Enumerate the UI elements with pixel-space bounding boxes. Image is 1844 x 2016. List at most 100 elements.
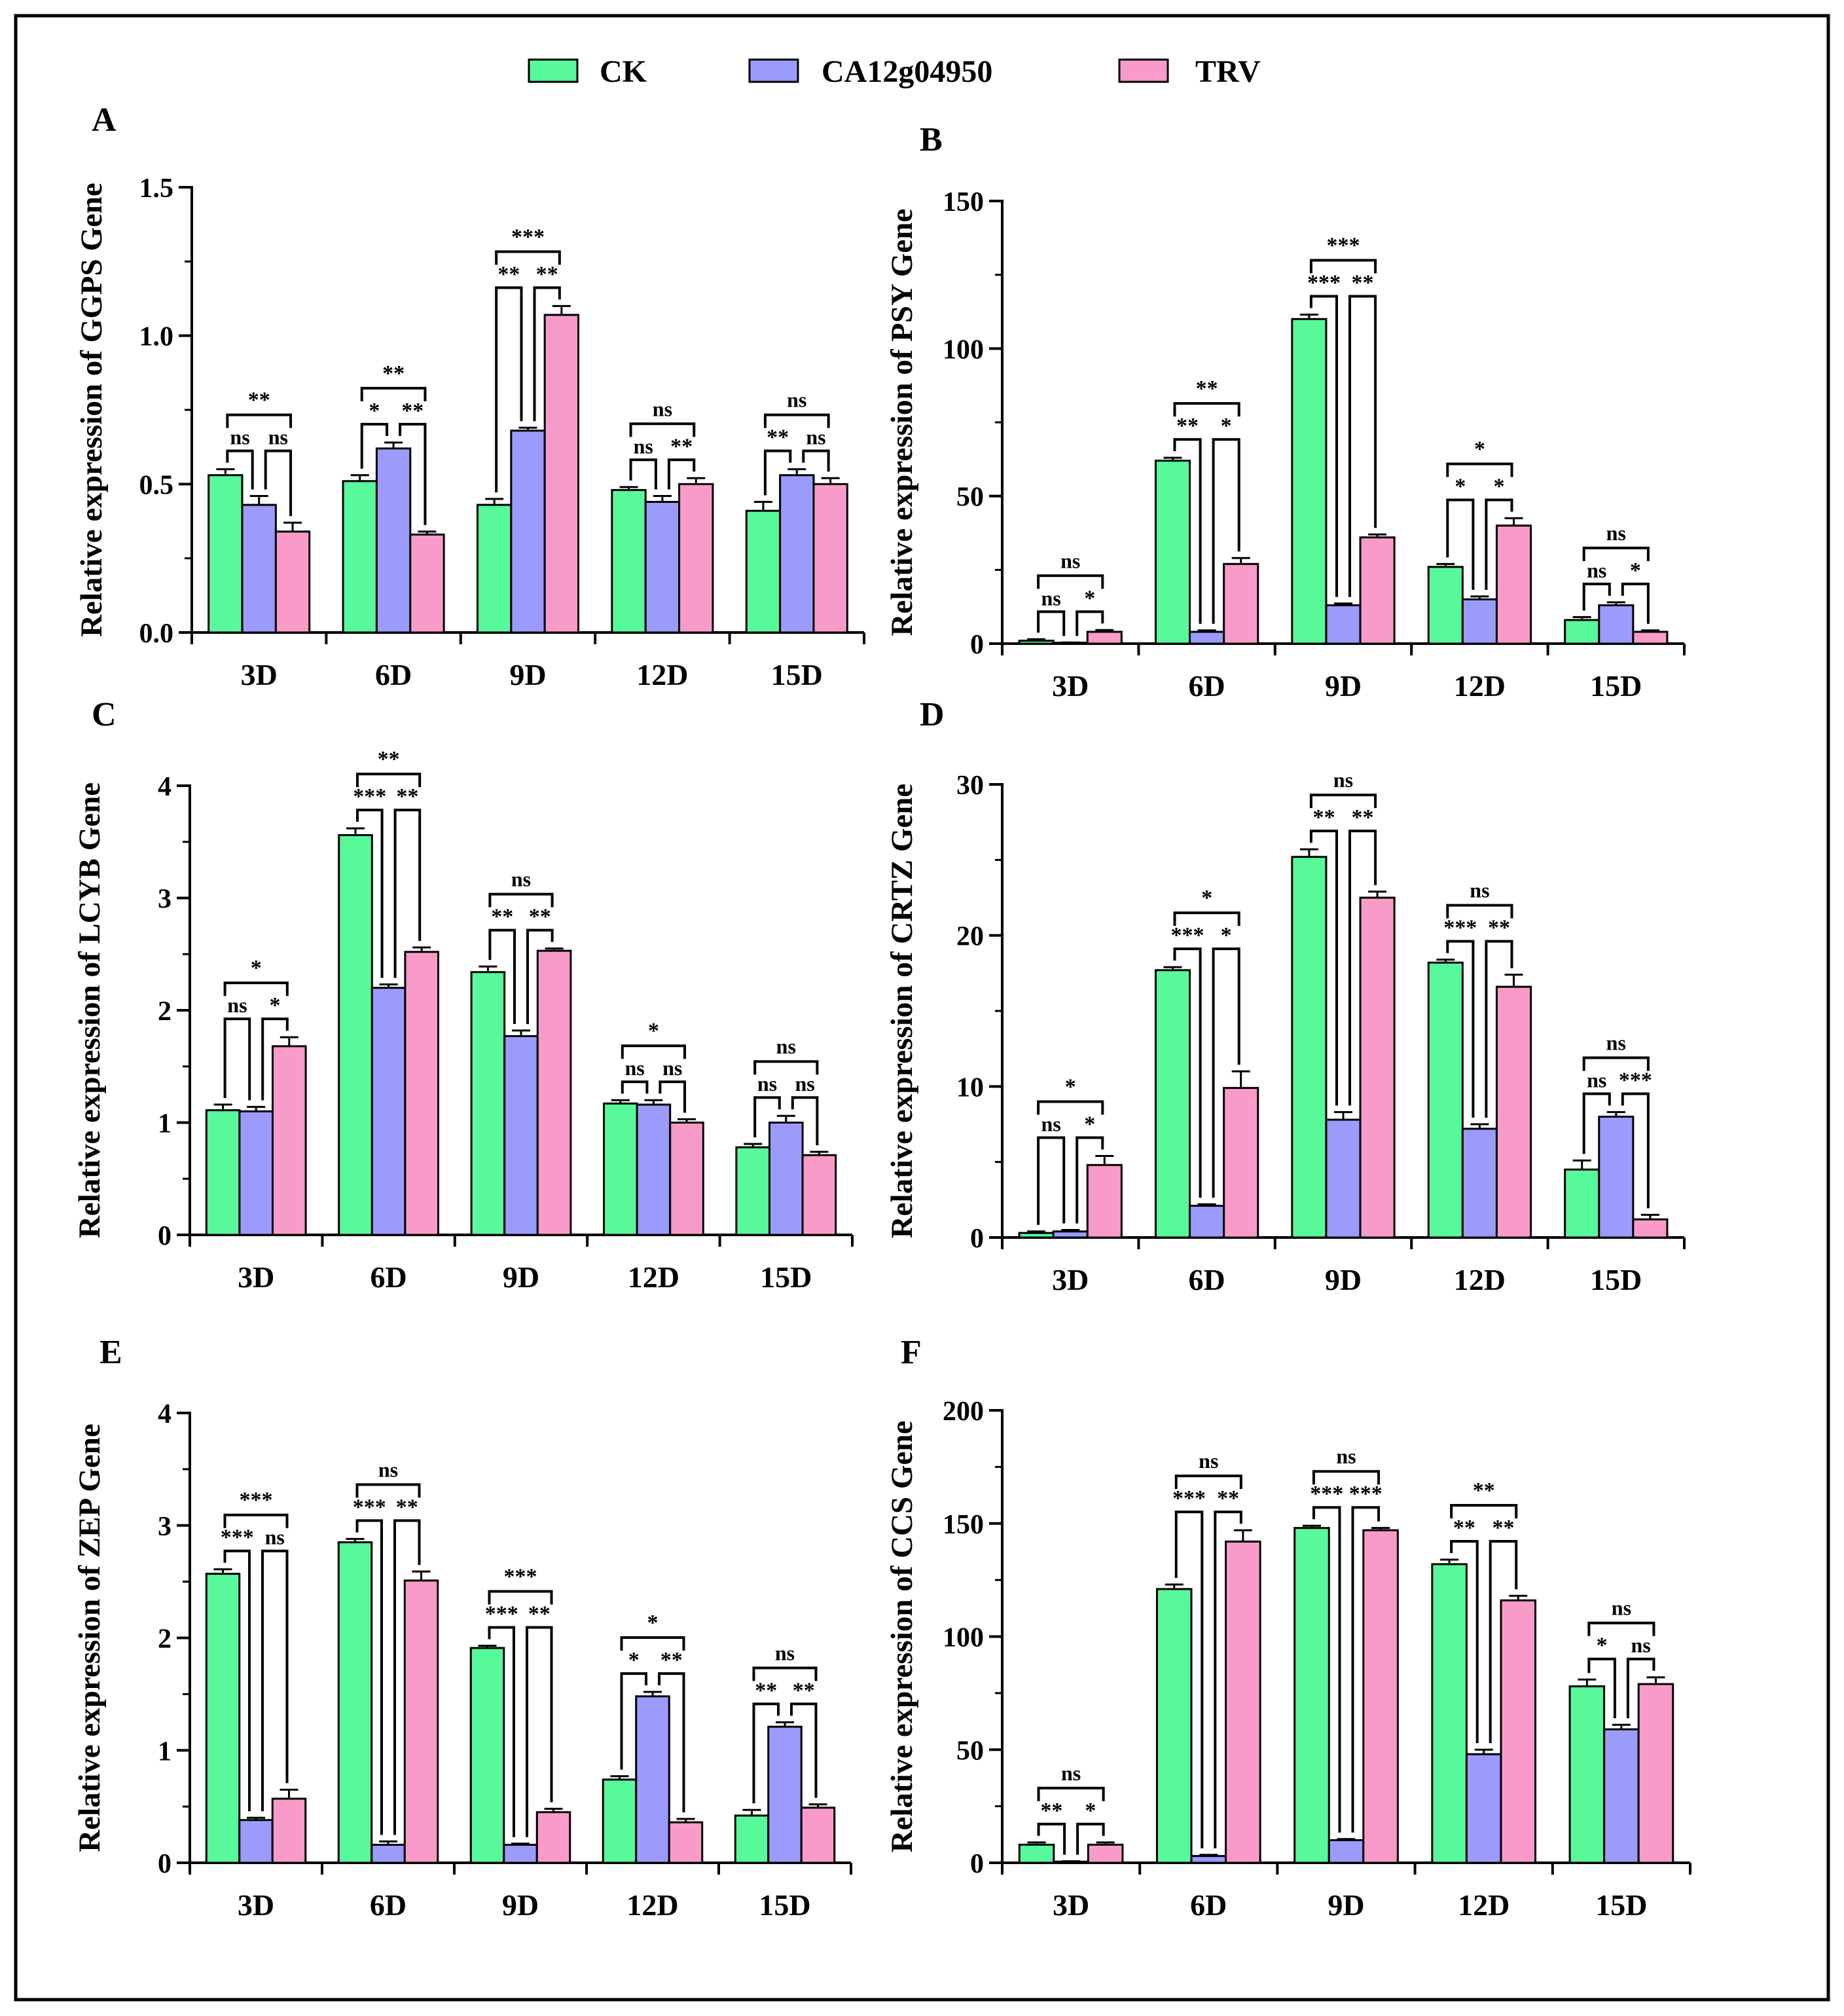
bar-ck bbox=[603, 1102, 638, 1236]
significance-bracket bbox=[1582, 546, 1650, 561]
x-tick-label: 9D bbox=[502, 1888, 539, 1922]
significance-bracket bbox=[1587, 1621, 1655, 1636]
x-tick-label: 12D bbox=[1454, 1263, 1506, 1296]
significance-bracket bbox=[1037, 610, 1066, 636]
bar-trv bbox=[409, 533, 445, 634]
y-tick-label: 4 bbox=[158, 1399, 172, 1429]
bar-ca12g04950 bbox=[1598, 604, 1635, 645]
y-tick-label: 0 bbox=[970, 1224, 984, 1254]
significance-label: ** bbox=[248, 388, 270, 412]
significance-label: ** bbox=[1488, 916, 1510, 940]
significance-bracket bbox=[791, 1096, 819, 1146]
significance-bracket bbox=[399, 422, 427, 525]
significance-bracket bbox=[629, 458, 657, 490]
bar-ca12g04950 bbox=[1598, 1115, 1635, 1239]
bar-ck bbox=[1155, 1588, 1193, 1864]
y-tick-label: 2 bbox=[158, 997, 172, 1027]
bar-ck bbox=[208, 474, 244, 634]
significance-bracket bbox=[802, 449, 830, 472]
significance-bracket bbox=[658, 1672, 685, 1813]
significance-label: ns bbox=[1587, 559, 1606, 582]
bar-ca12g04950 bbox=[238, 1819, 274, 1864]
bar-trv bbox=[1223, 1087, 1259, 1239]
y-tick-label: 0.5 bbox=[139, 470, 174, 500]
significance-label: ns bbox=[757, 1072, 777, 1095]
x-tick-label: 6D bbox=[1188, 1263, 1225, 1296]
significance-bracket bbox=[763, 413, 830, 428]
significance-bracket bbox=[629, 422, 696, 437]
bar-ck bbox=[476, 504, 513, 634]
y-tick-label: 0 bbox=[970, 1849, 984, 1879]
significance-label: ** bbox=[1492, 1516, 1514, 1540]
bar-ca12g04950 bbox=[510, 430, 546, 634]
significance-label: * bbox=[1085, 1799, 1096, 1823]
y-tick-label: 150 bbox=[943, 187, 984, 217]
significance-bracket bbox=[223, 1017, 251, 1101]
significance-bracket bbox=[526, 928, 554, 1024]
significance-label: ns bbox=[230, 426, 249, 449]
significance-bracket bbox=[360, 422, 389, 469]
significance-label: * bbox=[1084, 586, 1095, 610]
x-tick-label: 12D bbox=[636, 658, 688, 691]
significance-label: ns bbox=[265, 1526, 285, 1549]
significance-bracket bbox=[659, 1080, 686, 1113]
significance-bracket bbox=[1626, 1657, 1655, 1719]
significance-bracket bbox=[1312, 1506, 1341, 1833]
bar-trv bbox=[669, 1122, 704, 1236]
bar-ck bbox=[602, 1778, 638, 1864]
bar-ca12g04950 bbox=[371, 987, 407, 1236]
x-tick-label: 6D bbox=[1190, 1888, 1227, 1922]
bar-trv bbox=[1362, 1529, 1399, 1864]
bar-ca12g04950 bbox=[375, 447, 412, 634]
legend-item-ck: CK bbox=[528, 54, 647, 89]
bar-ck bbox=[745, 509, 782, 634]
legend-label-ck: CK bbox=[600, 54, 647, 89]
significance-label: *** bbox=[1327, 234, 1360, 258]
significance-label: ns bbox=[1061, 1761, 1081, 1785]
y-axis-label: Relative expression of PSY Gene bbox=[885, 209, 919, 636]
significance-bracket bbox=[533, 286, 561, 422]
significance-bracket bbox=[1587, 1657, 1616, 1719]
significance-label: * bbox=[1084, 1112, 1095, 1136]
y-axis-label: Relative expression of GGPS Gene bbox=[75, 183, 109, 637]
significance-label: * bbox=[1221, 414, 1232, 438]
panel-letter: C bbox=[92, 696, 117, 733]
significance-label: ns bbox=[653, 397, 672, 420]
significance-bracket bbox=[752, 1666, 818, 1681]
significance-label: ns bbox=[1587, 1069, 1606, 1092]
significance-label: ** bbox=[1040, 1799, 1062, 1823]
significance-label: ns bbox=[1060, 549, 1080, 572]
significance-label: * bbox=[1493, 474, 1504, 498]
x-tick-label: 15D bbox=[760, 1260, 812, 1294]
legend-swatch-ck bbox=[528, 58, 579, 83]
x-tick-label: 15D bbox=[1595, 1888, 1647, 1922]
significance-label: * bbox=[1474, 437, 1485, 461]
bar-trv bbox=[1359, 896, 1396, 1239]
significance-bracket bbox=[261, 1017, 289, 1101]
x-tick-label: 9D bbox=[1325, 669, 1362, 703]
bar-trv bbox=[404, 951, 440, 1236]
significance-bracket bbox=[1174, 1475, 1242, 1490]
significance-bracket bbox=[1076, 1822, 1105, 1855]
legend-swatch-ca12g04950 bbox=[748, 58, 799, 83]
bar-ck bbox=[469, 1647, 505, 1864]
panel-a: A Relative expression of GGPS Gene 0.0 0.5 1… bbox=[75, 101, 865, 691]
significance-bracket bbox=[488, 928, 516, 1024]
bar-trv bbox=[1632, 1218, 1669, 1239]
significance-label: ns bbox=[1199, 1449, 1218, 1473]
panel-b: B Relative expression of PSY Gene 0 50 100 15… bbox=[885, 121, 1686, 703]
significance-label: ** bbox=[382, 361, 405, 386]
y-tick-label: 3 bbox=[158, 885, 172, 915]
significance-label: ** bbox=[401, 399, 424, 423]
y-tick-label: 0 bbox=[970, 630, 984, 660]
significance-label: *** bbox=[485, 1602, 518, 1626]
significance-label: ns bbox=[1041, 586, 1061, 610]
y-tick-label: 100 bbox=[943, 335, 984, 365]
significance-label: ** bbox=[660, 1648, 683, 1672]
significance-bracket bbox=[1312, 1470, 1381, 1485]
significance-label: *** bbox=[221, 1526, 254, 1550]
bar-ck bbox=[205, 1573, 241, 1864]
significance-label: ** bbox=[1176, 414, 1199, 438]
significance-bracket bbox=[1037, 1786, 1105, 1801]
bar-ck bbox=[1291, 856, 1328, 1239]
